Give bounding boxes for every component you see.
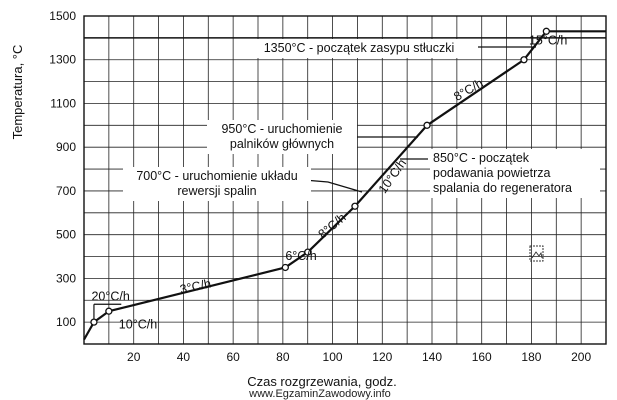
rate-label: 10°C/h: [119, 318, 157, 332]
annotation-background: [123, 167, 311, 201]
data-point: [542, 27, 550, 35]
data-point: [304, 248, 312, 256]
y-tick-label: 700: [56, 184, 76, 198]
y-axis-label: Temperatura, °C: [10, 45, 25, 140]
annotation-background: [240, 39, 478, 58]
annotation-text: podawania powietrza: [433, 166, 550, 180]
data-point: [423, 121, 431, 129]
x-tick-label: 80: [276, 350, 290, 364]
x-tick-label: 180: [521, 350, 541, 364]
annotation-text: rewersji spalin: [177, 184, 256, 198]
annotations: 1350°C - początek zasypu stłuczki 950°C -…: [123, 39, 600, 201]
annotation-arrow-700: [303, 179, 363, 193]
annotation-background: [207, 120, 357, 154]
rate-label: 3°C/h: [179, 276, 213, 296]
data-points: [90, 27, 550, 326]
watermark-text: www.EgzaminZawodowy.info: [248, 388, 391, 400]
x-tick-label: 60: [226, 350, 240, 364]
annotation-text: 1350°C - początek zasypu stłuczki: [264, 41, 455, 55]
x-axis-label: Czas rozgrzewania, godz.: [247, 374, 397, 389]
data-point: [105, 307, 113, 315]
annotation-text: 950°C - uruchomienie: [221, 122, 342, 136]
data-point: [281, 263, 289, 272]
annotation-leaders: [84, 37, 606, 323]
data-point: [351, 202, 359, 210]
annotation-text: spalania do regeneratora: [433, 181, 572, 195]
x-tick-label: 100: [323, 350, 343, 364]
y-tick-label: 300: [56, 271, 76, 285]
y-tick-label: 1100: [50, 96, 76, 110]
y-tick-label: 500: [56, 228, 76, 242]
x-tick-label: 120: [372, 350, 392, 364]
annotation-text: 850°C - początek: [433, 151, 530, 165]
rate-label: 8°C/h: [316, 210, 349, 241]
data-point: [520, 56, 528, 64]
rate-label: 20°C/h: [91, 289, 129, 303]
y-tick-label: 1300: [49, 53, 76, 67]
y-tick-label: 100: [56, 315, 76, 329]
rate-label: 6°C/h: [285, 249, 316, 263]
x-tick-label: 40: [177, 350, 191, 364]
x-tick-label: 140: [422, 350, 442, 364]
image-placeholder-icon: [529, 245, 544, 262]
x-tick-label: 20: [127, 350, 141, 364]
plot-frame: [83, 15, 607, 345]
rate-label: 15°C/h: [529, 33, 567, 47]
x-tick-label: 200: [571, 350, 591, 364]
annotation-text: palników głównych: [230, 137, 334, 151]
y-tick-label: 1500: [49, 9, 76, 23]
y-tick-label: 900: [56, 140, 76, 154]
annotation-text: 700°C - uruchomienie układu: [136, 169, 297, 183]
annotation-background: [430, 149, 600, 198]
series-line: [83, 30, 606, 341]
data-point: [90, 318, 98, 326]
x-tick-label: 160: [472, 350, 492, 364]
tick-labels: 20 40 60 80 100 120 140 160 180 200 100 300 500 700 90…: [49, 9, 591, 364]
